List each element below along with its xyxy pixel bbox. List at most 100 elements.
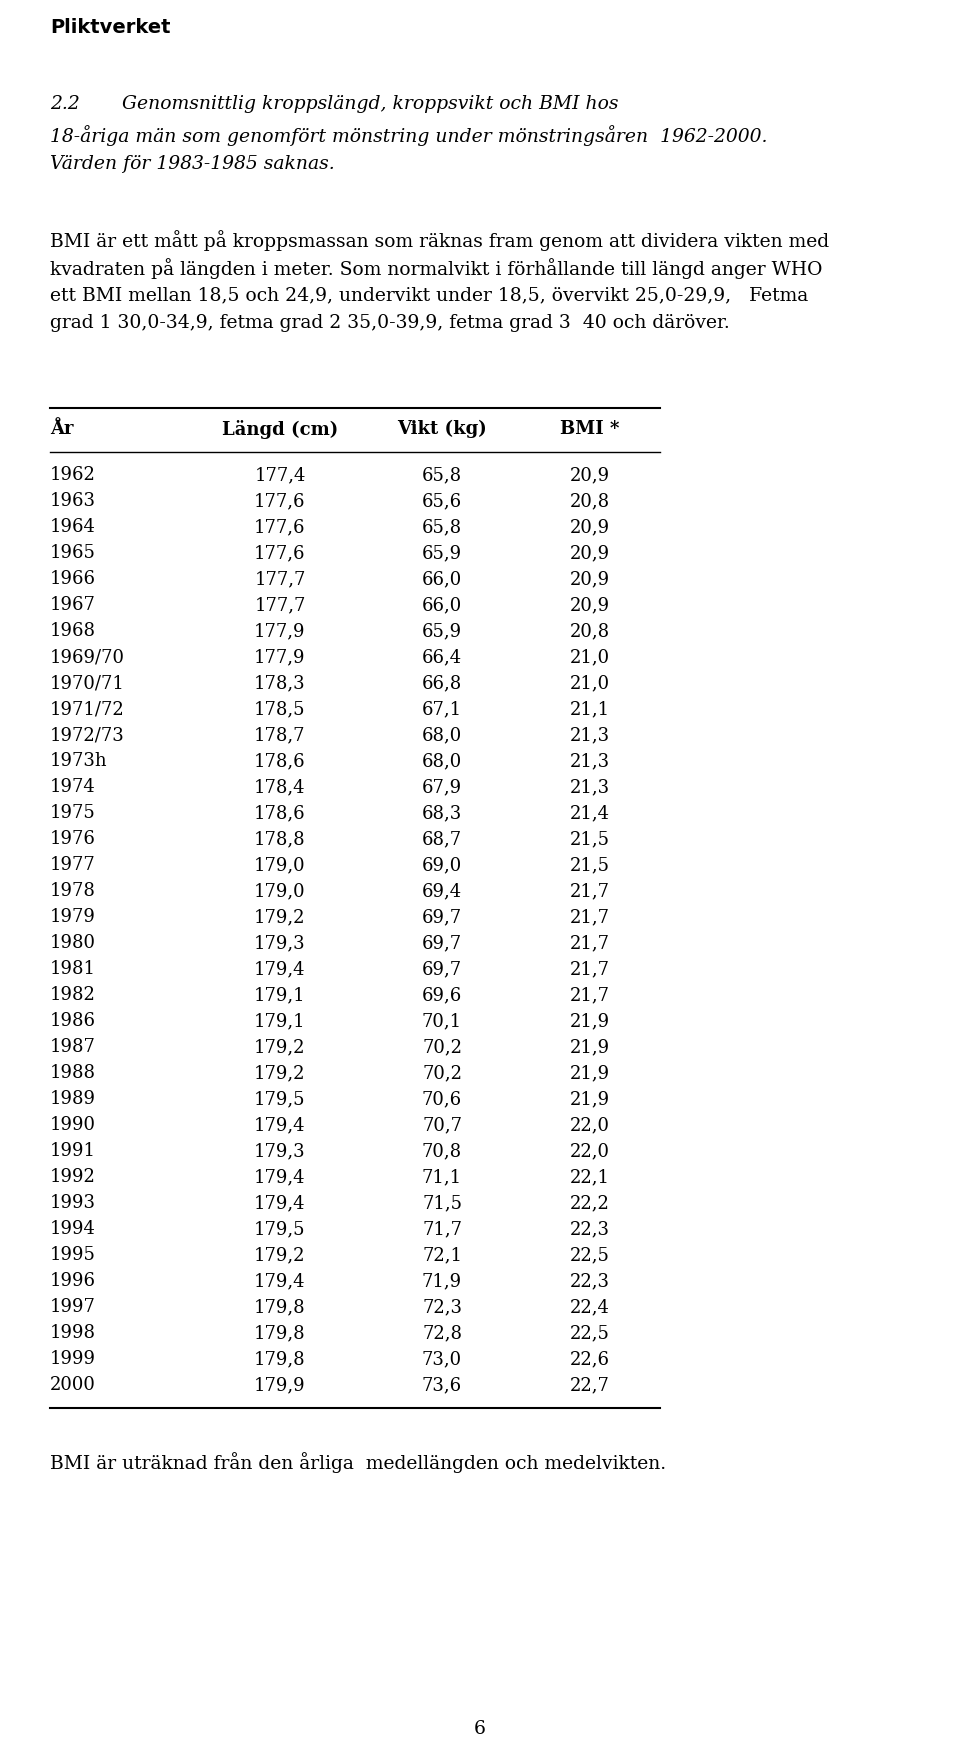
Text: 18-åriga män som genomfört mönstring under mönstringsåren  1962-2000.: 18-åriga män som genomfört mönstring und…	[50, 125, 767, 146]
Text: 22,4: 22,4	[570, 1298, 610, 1316]
Text: 177,6: 177,6	[254, 492, 305, 510]
Text: 1976: 1976	[50, 829, 96, 849]
Text: grad 1 30,0-34,9, fetma grad 2 35,0-39,9, fetma grad 3  40 och däröver.: grad 1 30,0-34,9, fetma grad 2 35,0-39,9…	[50, 315, 730, 332]
Text: BMI är uträknad från den årliga  medellängden och medelvikten.: BMI är uträknad från den årliga medellän…	[50, 1451, 666, 1472]
Text: 65,9: 65,9	[422, 545, 462, 562]
Text: Längd (cm): Längd (cm)	[222, 420, 338, 439]
Text: 179,9: 179,9	[254, 1376, 306, 1393]
Text: 1981: 1981	[50, 959, 96, 979]
Text: 1966: 1966	[50, 569, 96, 589]
Text: 1965: 1965	[50, 545, 96, 562]
Text: 1989: 1989	[50, 1089, 96, 1109]
Text: 21,3: 21,3	[570, 778, 610, 796]
Text: 1993: 1993	[50, 1195, 96, 1212]
Text: 21,7: 21,7	[570, 959, 610, 979]
Text: 70,2: 70,2	[422, 1038, 462, 1056]
Text: BMI *: BMI *	[561, 420, 620, 437]
Text: 22,7: 22,7	[570, 1376, 610, 1393]
Text: 179,8: 179,8	[254, 1325, 306, 1342]
Text: 179,3: 179,3	[254, 935, 306, 952]
Text: 1974: 1974	[50, 778, 96, 796]
Text: 21,9: 21,9	[570, 1038, 610, 1056]
Text: 1979: 1979	[50, 908, 96, 926]
Text: 178,5: 178,5	[254, 699, 305, 719]
Text: 21,9: 21,9	[570, 1065, 610, 1082]
Text: BMI är ett mått på kroppsmassan som räknas fram genom att dividera vikten med: BMI är ett mått på kroppsmassan som räkn…	[50, 230, 829, 251]
Text: 178,6: 178,6	[254, 805, 306, 822]
Text: 177,7: 177,7	[254, 569, 305, 589]
Text: 21,5: 21,5	[570, 856, 610, 873]
Text: 1991: 1991	[50, 1142, 96, 1160]
Text: 22,0: 22,0	[570, 1142, 610, 1160]
Text: 1990: 1990	[50, 1116, 96, 1133]
Text: 179,0: 179,0	[254, 856, 306, 873]
Text: 21,3: 21,3	[570, 752, 610, 770]
Text: 68,3: 68,3	[421, 805, 462, 822]
Text: 73,0: 73,0	[422, 1349, 462, 1369]
Text: ett BMI mellan 18,5 och 24,9, undervikt under 18,5, övervikt 25,0-29,9,   Fetma: ett BMI mellan 18,5 och 24,9, undervikt …	[50, 286, 808, 304]
Text: 20,8: 20,8	[570, 492, 610, 510]
Text: 70,1: 70,1	[422, 1012, 462, 1030]
Text: 1964: 1964	[50, 518, 96, 536]
Text: 179,4: 179,4	[254, 959, 305, 979]
Text: 22,3: 22,3	[570, 1219, 610, 1239]
Text: 177,6: 177,6	[254, 545, 305, 562]
Text: 65,8: 65,8	[422, 466, 462, 483]
Text: 178,7: 178,7	[254, 726, 305, 743]
Text: 22,2: 22,2	[570, 1195, 610, 1212]
Text: 177,4: 177,4	[254, 466, 305, 483]
Text: 179,5: 179,5	[254, 1219, 305, 1239]
Text: 70,6: 70,6	[422, 1089, 462, 1109]
Text: 69,7: 69,7	[422, 908, 462, 926]
Text: 179,8: 179,8	[254, 1298, 306, 1316]
Text: 179,1: 179,1	[254, 986, 306, 1003]
Text: 20,9: 20,9	[570, 466, 610, 483]
Text: 1969/70: 1969/70	[50, 648, 125, 666]
Text: 70,8: 70,8	[422, 1142, 462, 1160]
Text: 1978: 1978	[50, 882, 96, 900]
Text: 1997: 1997	[50, 1298, 96, 1316]
Text: 178,4: 178,4	[254, 778, 305, 796]
Text: 66,8: 66,8	[421, 675, 462, 692]
Text: 72,1: 72,1	[422, 1246, 462, 1263]
Text: 69,7: 69,7	[422, 935, 462, 952]
Text: 21,9: 21,9	[570, 1089, 610, 1109]
Text: 70,7: 70,7	[422, 1116, 462, 1133]
Text: 72,3: 72,3	[422, 1298, 462, 1316]
Text: 22,5: 22,5	[570, 1246, 610, 1263]
Text: 20,9: 20,9	[570, 518, 610, 536]
Text: 71,1: 71,1	[422, 1168, 462, 1186]
Text: 66,4: 66,4	[422, 648, 462, 666]
Text: 66,0: 66,0	[421, 569, 462, 589]
Text: 1980: 1980	[50, 935, 96, 952]
Text: Genomsnittlig kroppslängd, kroppsvikt och BMI hos: Genomsnittlig kroppslängd, kroppsvikt oc…	[122, 95, 618, 112]
Text: 1986: 1986	[50, 1012, 96, 1030]
Text: kvadraten på längden i meter. Som normalvikt i förhållande till längd anger WHO: kvadraten på längden i meter. Som normal…	[50, 258, 823, 279]
Text: 179,3: 179,3	[254, 1142, 306, 1160]
Text: 179,4: 179,4	[254, 1116, 305, 1133]
Text: 66,0: 66,0	[421, 596, 462, 613]
Text: 177,9: 177,9	[254, 648, 305, 666]
Text: 1996: 1996	[50, 1272, 96, 1290]
Text: 177,7: 177,7	[254, 596, 305, 613]
Text: 22,3: 22,3	[570, 1272, 610, 1290]
Text: 20,9: 20,9	[570, 569, 610, 589]
Text: 179,4: 179,4	[254, 1168, 305, 1186]
Text: 1972/73: 1972/73	[50, 726, 125, 743]
Text: 21,5: 21,5	[570, 829, 610, 849]
Text: 1988: 1988	[50, 1065, 96, 1082]
Text: 179,2: 179,2	[254, 1246, 305, 1263]
Text: 21,7: 21,7	[570, 935, 610, 952]
Text: 22,5: 22,5	[570, 1325, 610, 1342]
Text: 1975: 1975	[50, 805, 96, 822]
Text: 65,9: 65,9	[422, 622, 462, 640]
Text: 73,6: 73,6	[422, 1376, 462, 1393]
Text: 22,0: 22,0	[570, 1116, 610, 1133]
Text: 69,4: 69,4	[422, 882, 462, 900]
Text: 1982: 1982	[50, 986, 96, 1003]
Text: 179,2: 179,2	[254, 1065, 305, 1082]
Text: 21,4: 21,4	[570, 805, 610, 822]
Text: 179,0: 179,0	[254, 882, 306, 900]
Text: 177,6: 177,6	[254, 518, 305, 536]
Text: 179,2: 179,2	[254, 1038, 305, 1056]
